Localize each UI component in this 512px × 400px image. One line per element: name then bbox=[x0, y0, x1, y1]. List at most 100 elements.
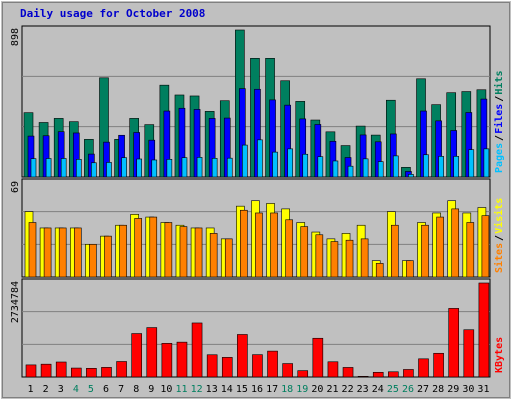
bar-kbytes bbox=[297, 370, 309, 378]
legend-kbytes: KBytes bbox=[494, 337, 505, 373]
bar-pages bbox=[91, 162, 97, 178]
chart-title: Daily usage for October 2008 bbox=[20, 7, 206, 20]
x-tick-label: 3 bbox=[58, 384, 64, 395]
x-tick-label: 8 bbox=[133, 384, 139, 395]
x-tick-label: 18 bbox=[281, 384, 293, 395]
x-tick-label: 29 bbox=[447, 384, 459, 395]
bar-sites bbox=[345, 239, 354, 278]
bar-sites bbox=[73, 227, 82, 278]
bar-pages bbox=[287, 148, 293, 178]
x-tick-label: 23 bbox=[357, 384, 369, 395]
bar-kbytes bbox=[176, 341, 188, 378]
bar-pages bbox=[226, 157, 233, 178]
bar-sites bbox=[255, 212, 263, 278]
bar-kbytes bbox=[448, 308, 460, 378]
x-tick-label: 6 bbox=[103, 384, 109, 395]
bar-pages bbox=[106, 162, 112, 178]
bar-kbytes bbox=[463, 329, 475, 378]
bar-sites bbox=[194, 227, 203, 278]
x-tick-label: 20 bbox=[311, 384, 323, 395]
legend-separator: / bbox=[494, 96, 505, 102]
x-tick-label: 10 bbox=[160, 384, 172, 395]
bar-kbytes bbox=[237, 334, 248, 378]
x-tick-label: 31 bbox=[477, 384, 489, 395]
x-tick-label: 25 bbox=[387, 384, 399, 395]
x-tick-label: 11 bbox=[175, 384, 187, 395]
bar-sites bbox=[89, 244, 97, 278]
bar-kbytes bbox=[357, 376, 369, 378]
legend-pages: Pages bbox=[494, 143, 505, 173]
bar-pages bbox=[408, 174, 414, 178]
bar-sites bbox=[240, 209, 248, 278]
bar-sites bbox=[391, 224, 399, 278]
bar-sites bbox=[28, 222, 37, 278]
bar-pages bbox=[151, 159, 158, 178]
y-max-label: 69 bbox=[10, 181, 21, 193]
bar-kbytes bbox=[86, 368, 97, 378]
y-max-label: 898 bbox=[10, 28, 21, 46]
x-tick-label: 19 bbox=[296, 384, 308, 395]
x-tick-label: 4 bbox=[73, 384, 79, 395]
legend-files: Files bbox=[493, 104, 505, 134]
bar-pages bbox=[211, 158, 218, 178]
bar-sites bbox=[406, 260, 414, 278]
x-tick-label: 12 bbox=[191, 384, 203, 395]
bar-pages bbox=[393, 155, 399, 178]
bar-sites bbox=[481, 215, 490, 278]
bar-sites bbox=[270, 212, 278, 278]
x-tick-label: 9 bbox=[148, 384, 154, 395]
bar-kbytes bbox=[116, 361, 127, 378]
x-tick-label: 2 bbox=[43, 384, 49, 395]
legend-visits: Visits bbox=[493, 198, 505, 234]
bar-kbytes bbox=[146, 327, 158, 378]
x-tick-label: 16 bbox=[251, 384, 263, 395]
bar-pages bbox=[332, 160, 339, 178]
bar-pages bbox=[272, 151, 278, 178]
bar-kbytes bbox=[403, 369, 414, 378]
bar-pages bbox=[483, 148, 490, 178]
bar-pages bbox=[423, 154, 429, 178]
bar-kbytes bbox=[161, 343, 173, 378]
bar-kbytes bbox=[206, 354, 218, 378]
x-tick-label: 28 bbox=[432, 384, 444, 395]
bar-kbytes bbox=[55, 361, 67, 378]
bar-sites bbox=[149, 216, 158, 278]
bar-pages bbox=[468, 149, 475, 178]
bar-pages bbox=[60, 158, 67, 178]
x-tick-label: 24 bbox=[372, 384, 384, 395]
bar-kbytes bbox=[101, 367, 112, 378]
bar-sites bbox=[134, 218, 142, 278]
bar-kbytes bbox=[342, 367, 354, 378]
bar-kbytes bbox=[191, 322, 203, 378]
bar-kbytes bbox=[40, 363, 52, 378]
legend-hits: Hits bbox=[493, 71, 505, 95]
legend-sites: Sites bbox=[493, 243, 505, 273]
bar-pages bbox=[362, 158, 369, 178]
bar-sites bbox=[43, 227, 52, 278]
x-tick-label: 27 bbox=[417, 384, 429, 395]
bar-sites bbox=[451, 208, 460, 278]
bar-sites bbox=[209, 233, 218, 278]
bar-pages bbox=[257, 139, 263, 178]
bar-sites bbox=[300, 226, 309, 278]
bar-sites bbox=[436, 216, 444, 278]
x-tick-label: 21 bbox=[326, 384, 338, 395]
x-tick-label: 13 bbox=[206, 384, 218, 395]
bar-pages bbox=[242, 144, 248, 178]
bar-pages bbox=[121, 157, 127, 178]
bar-sites bbox=[119, 224, 127, 278]
bar-kbytes bbox=[25, 364, 37, 378]
bar-pages bbox=[136, 158, 142, 178]
x-tick-label: 26 bbox=[402, 384, 414, 395]
bar-kbytes bbox=[267, 350, 278, 378]
bar-pages bbox=[347, 165, 354, 178]
bar-kbytes bbox=[70, 367, 82, 378]
bar-sites bbox=[330, 241, 339, 278]
bar-sites bbox=[179, 226, 188, 278]
bar-kbytes bbox=[433, 352, 444, 378]
bar-kbytes bbox=[282, 363, 293, 378]
bar-pages bbox=[181, 157, 188, 178]
bar-pages bbox=[45, 158, 52, 178]
